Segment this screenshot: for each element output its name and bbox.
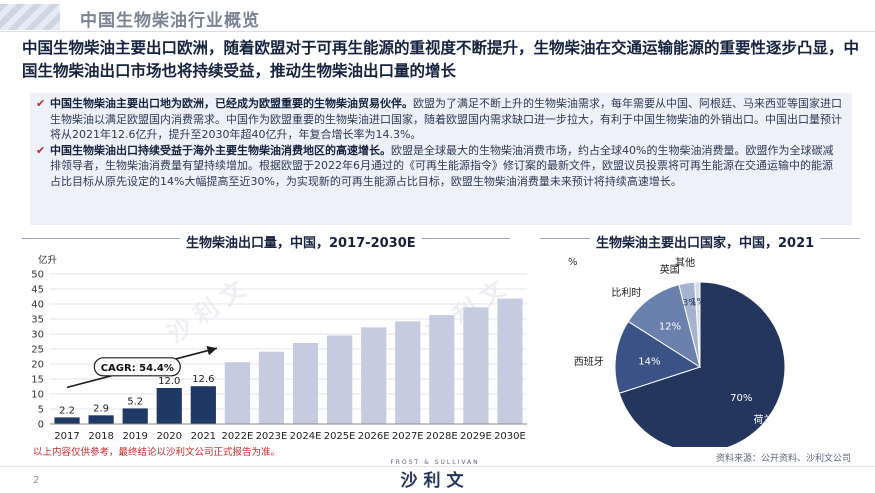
page-number: 2: [33, 475, 40, 486]
headline: 中国生物柴油主要出口欧洲，随着欧盟对于可再生能源的重视度不断提升，生物柴油在交通…: [22, 39, 860, 80]
disclaimer-note: 以上内容仅供参考，最终结论以沙利文公司正式报告为准。: [33, 447, 281, 458]
logo-chinese: 沙利文: [400, 471, 470, 491]
y-tick-label: 25: [31, 345, 44, 356]
bullet-lead: 中国生物柴油出口持续受益于海外主要生物柴油消费地区的高速增长。: [50, 143, 391, 157]
y-tick-label: 30: [31, 330, 44, 341]
x-tick-label: 2027E: [392, 431, 424, 442]
pie-category-label: 比利时: [611, 287, 641, 299]
x-tick-label: 2030E: [494, 431, 526, 442]
pie-slice: [694, 281, 701, 368]
x-tick-label: 2017: [54, 431, 79, 442]
bar: [156, 388, 182, 424]
logo: FROST & SULLIVAN 沙利文: [380, 459, 490, 491]
x-tick-label: 2023E: [256, 431, 288, 442]
bullet-text: 中国生物柴油出口持续受益于海外主要生物柴油消费地区的高速增长。欧盟是全球最大的生…: [50, 143, 842, 190]
check-icon: ✔: [36, 143, 46, 157]
bar: [292, 343, 319, 424]
y-tick-label: 45: [31, 285, 44, 296]
page-title: 中国生物柴油行业概览: [80, 11, 260, 31]
data-label: 5.2: [127, 396, 143, 407]
bottom-rule: [0, 466, 875, 467]
y-tick-label: 35: [31, 315, 44, 326]
decorative-stripe: [0, 4, 60, 30]
data-label: 2.2: [59, 405, 75, 416]
x-tick-label: 2026E: [358, 431, 390, 442]
x-tick-label: 2022E: [222, 431, 254, 442]
x-tick-label: 2018: [88, 431, 113, 442]
summary-bullet: ✔ 中国生物柴油主要出口地为欧洲，已经成为欧盟重要的生物柴油贸易伙伴。欧盟为了满…: [36, 96, 842, 143]
pie-unit-label: %: [568, 257, 578, 268]
pie-value-label: 14%: [638, 357, 660, 368]
bar: [463, 307, 489, 424]
pie-value-label: 12%: [659, 322, 681, 333]
pie-category-label: 英国: [660, 263, 680, 276]
pie-chart-title: 生物柴油主要出口国家，中国，2021: [590, 232, 821, 251]
data-label: 2.9: [93, 403, 109, 414]
x-tick-label: 2020: [157, 431, 182, 442]
bullet-lead: 中国生物柴油主要出口地为欧洲，已经成为欧盟重要的生物柴油贸易伙伴。: [50, 97, 413, 110]
top-bar: 中国生物柴油行业概览: [0, 0, 875, 32]
pie-chart: % 70%荷兰 14% 西班牙 12% 比利时 3% 英国 1% 其他: [568, 256, 786, 447]
pie-value-label: 1%: [691, 298, 706, 308]
pie-slice: [618, 281, 786, 447]
pie-slice: [627, 284, 701, 369]
bullet-body: 欧盟是全球最大的生物柴油消费市场，约占全球40%的生物柴油消费量。欧盟作为全球碳…: [50, 143, 834, 188]
cagr-label: CAGR: 54.4%: [101, 363, 174, 374]
y-tick-label: 0: [38, 420, 44, 431]
y-tick-label: 40: [31, 300, 44, 311]
x-tick-label: 2025E: [324, 431, 356, 442]
data-label: 12.6: [192, 374, 214, 385]
bar-chart-title: 生物柴油出口量，中国，2017-2030E: [180, 232, 422, 251]
bar: [88, 415, 114, 424]
y-tick-label: 5: [38, 405, 44, 416]
pie-category-label: 西班牙: [574, 356, 604, 368]
y-axis-unit-label: 亿升: [38, 254, 58, 266]
bar: [497, 298, 523, 424]
bar-chart: 亿升 0 5 10 15 20 25 30 35 40 45 50 2.2 2017 2.9 2018 5.2 2…: [31, 254, 527, 442]
bar: [54, 417, 80, 424]
x-tick-label: 2021: [191, 431, 216, 442]
bar: [190, 386, 216, 424]
y-tick-label: 15: [31, 375, 44, 386]
pie-value-label: 70%: [730, 393, 752, 404]
summary-box: ✔ 中国生物柴油主要出口地为欧洲，已经成为欧盟重要的生物柴油贸易伙伴。欧盟为了满…: [30, 93, 852, 225]
pie-slice: [614, 320, 702, 394]
data-label: 12.0: [158, 376, 180, 387]
bar: [429, 315, 455, 424]
bar: [361, 327, 387, 424]
y-tick-label: 10: [31, 390, 44, 401]
bar: [395, 321, 421, 424]
source-note: 资料来源：公开资料、沙利文公司: [716, 454, 852, 464]
bar: [327, 335, 353, 424]
logo-english: FROST & SULLIVAN: [390, 459, 480, 466]
summary-bullet: ✔ 中国生物柴油出口持续受益于海外主要生物柴油消费地区的高速增长。欧盟是全球最大…: [36, 143, 842, 190]
check-icon: ✔: [36, 97, 46, 110]
y-tick-label: 20: [31, 360, 44, 371]
bullet-text: 中国生物柴油主要出口地为欧洲，已经成为欧盟重要的生物柴油贸易伙伴。欧盟为了满足不…: [50, 96, 842, 143]
x-tick-label: 2028E: [426, 431, 458, 442]
x-tick-label: 2024E: [290, 431, 322, 442]
bullet-body: 欧盟为了满足不断上升的生物柴油需求，每年需要从中国、阿根廷、马来西亚等国家进口生…: [50, 97, 842, 142]
top-rule: [0, 31, 875, 32]
bar: [122, 408, 148, 424]
bar: [224, 362, 250, 424]
y-tick-label: 50: [31, 270, 44, 281]
pie-value-label: 3%: [682, 299, 697, 309]
pie-category-label: 其他: [675, 256, 695, 269]
x-tick-label: 2029E: [460, 431, 492, 442]
cagr-badge: [93, 357, 181, 377]
bar: [258, 351, 285, 424]
pie-category-label: 荷兰: [754, 413, 774, 426]
x-tick-label: 2019: [122, 431, 147, 442]
